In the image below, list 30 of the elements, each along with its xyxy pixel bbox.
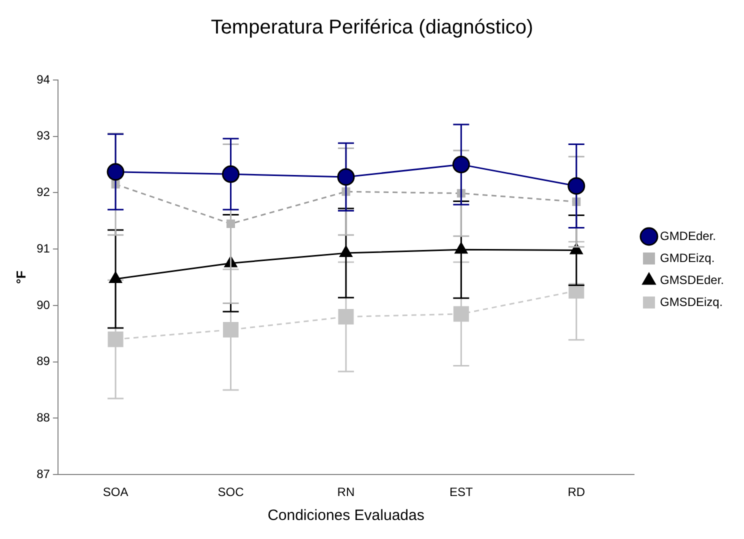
point xyxy=(106,163,124,181)
x-tick-label: SOA xyxy=(102,485,128,500)
x-axis-title: Condiciones Evaluadas xyxy=(268,507,424,524)
point xyxy=(338,308,354,325)
legend-label: GMSDEder. xyxy=(660,272,724,287)
y-tick-label: 94 xyxy=(36,72,50,86)
x-tick-label: SOC xyxy=(218,485,244,500)
legend-label: GMSDEizq. xyxy=(660,294,723,309)
y-tick-label: 90 xyxy=(36,298,50,312)
legend-label: GMDEder. xyxy=(660,228,716,243)
y-axis-title: °F xyxy=(13,270,28,284)
y-tick-label: 89 xyxy=(36,354,50,368)
point xyxy=(453,306,469,322)
point xyxy=(452,156,470,174)
point xyxy=(226,220,235,228)
point xyxy=(108,332,124,348)
point xyxy=(337,168,355,186)
point xyxy=(568,177,586,195)
legend-label: GMDEizq. xyxy=(660,250,715,265)
y-tick-label: 93 xyxy=(36,128,50,143)
point xyxy=(222,322,239,338)
y-tick-label: 88 xyxy=(36,410,50,425)
y-tick-label: 91 xyxy=(36,241,50,256)
x-tick-label: RN xyxy=(337,485,355,500)
x-tick-label: RD xyxy=(568,485,586,500)
x-tick-label: EST xyxy=(450,485,474,500)
y-tick-label: 87 xyxy=(36,466,50,481)
chart-title: Temperatura Periférica (diagnóstico) xyxy=(210,16,534,39)
y-tick-label: 92 xyxy=(36,185,50,200)
point xyxy=(222,165,240,183)
